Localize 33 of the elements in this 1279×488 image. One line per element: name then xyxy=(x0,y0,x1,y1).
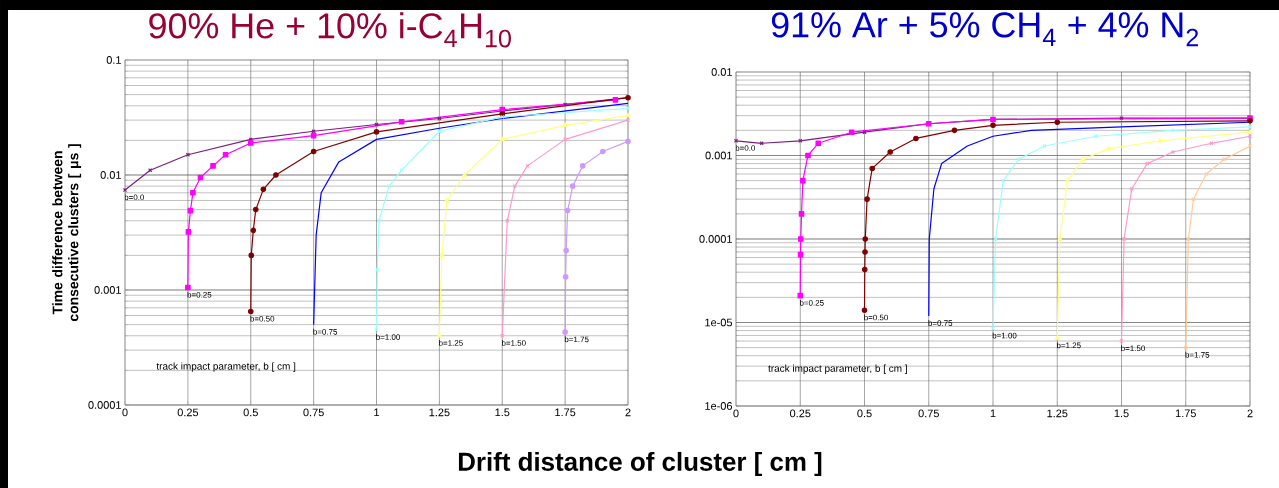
y-tick-label: 1e-06 xyxy=(705,402,732,410)
x-tick-label: 2 xyxy=(625,408,631,417)
y-tick-label: 0.001 xyxy=(94,286,121,294)
y-tick-label: 0.1 xyxy=(106,56,121,64)
y-tick-label: 1e-05 xyxy=(705,318,733,327)
y-tick-label: 0.0001 xyxy=(88,401,121,409)
y-tick-label: 0.001 xyxy=(705,151,732,160)
y-axis-title: Time difference between consecutive clusters [ μs ] xyxy=(52,144,82,322)
x-tick-label: 0.5 xyxy=(857,409,872,418)
x-tick-label: 0.75 xyxy=(918,409,939,418)
x-axis-title: Drift distance of cluster [ cm ] xyxy=(458,451,822,477)
x-tick-label: 0 xyxy=(122,408,128,417)
x-tick-label: 1.25 xyxy=(1047,409,1068,418)
chart-title: 91% Ar + 5% CH$_{4}$ + 4% N$_{2}$ xyxy=(771,12,1199,47)
x-tick-label: 1 xyxy=(990,409,996,418)
x-tick-label: 2 xyxy=(1247,409,1253,418)
x-tick-label: 1.5 xyxy=(1114,409,1129,418)
annotation: track impact parameter, b [ cm ] xyxy=(768,364,907,374)
y-tick-label: 0.01 xyxy=(100,171,121,179)
x-tick-label: 1 xyxy=(374,408,380,417)
y-tick-label: 0.01 xyxy=(711,68,732,76)
y-tick-label: 0.0001 xyxy=(699,235,732,243)
annotation: track impact parameter, b [ cm ] xyxy=(156,362,296,372)
x-tick-label: 1.75 xyxy=(555,408,576,417)
chart-title: 90% He + 10% i-C$_{4}$H$_{10}$ xyxy=(149,12,511,48)
x-tick-label: 1.75 xyxy=(1175,409,1196,418)
x-tick-label: 0 xyxy=(733,409,739,418)
x-tick-label: 0.25 xyxy=(790,409,811,418)
x-tick-label: 0.75 xyxy=(303,408,324,417)
x-tick-label: 0.5 xyxy=(243,408,258,417)
x-tick-label: 0.25 xyxy=(177,408,199,417)
x-tick-label: 1.25 xyxy=(429,408,450,417)
x-tick-label: 1.5 xyxy=(495,408,510,417)
